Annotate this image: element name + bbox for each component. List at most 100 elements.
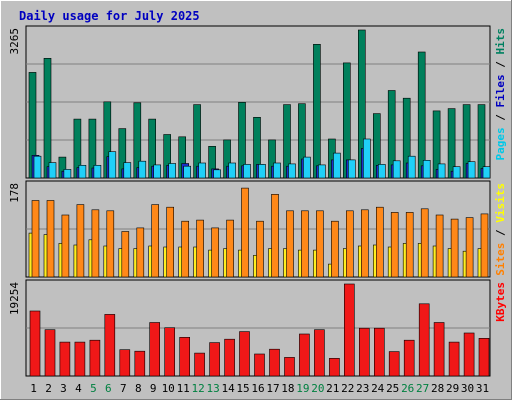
sites-bar <box>256 220 264 278</box>
kbytes-bar <box>29 310 41 377</box>
sites-bar <box>420 208 429 278</box>
x-tick-label: 6 <box>105 382 112 395</box>
x-tick-label: 29 <box>446 382 459 395</box>
kbytes-bar <box>284 357 295 377</box>
pages-bar <box>108 151 117 179</box>
x-tick-label: 25 <box>386 382 399 395</box>
sites-bar <box>211 227 219 278</box>
kbytes-bar <box>209 342 220 377</box>
kbytes-bar <box>314 329 325 377</box>
x-tick-label: 16 <box>251 382 264 395</box>
x-tick-label: 26 <box>401 382 414 395</box>
x-tick-label: 27 <box>416 382 429 395</box>
pages-bar <box>243 164 251 179</box>
kbytes-bar <box>104 314 116 377</box>
x-tick-label: 20 <box>311 382 324 395</box>
kbytes-bar <box>388 351 400 377</box>
sites-bar <box>331 220 339 278</box>
sites-bar <box>31 200 40 278</box>
panel-top: 3265 Pages / Files / Hits <box>8 25 507 179</box>
legend-item-pages: Pages <box>494 127 507 160</box>
pages-bar <box>362 138 371 179</box>
kbytes-bar <box>194 352 205 377</box>
legend-separator: / <box>494 108 507 128</box>
sites-bar <box>450 218 459 278</box>
panel-mid: 178 Sites / Visits <box>8 180 507 278</box>
chart-title: Daily usage for July 2025 <box>19 9 200 23</box>
pages-bar <box>213 169 221 179</box>
kbytes-bar <box>134 350 146 377</box>
kbytes-bar <box>478 337 490 377</box>
pages-bar <box>93 165 102 179</box>
x-tick-label: 7 <box>120 382 127 395</box>
kbytes-bar <box>89 339 101 377</box>
legend-top: Pages / Files / Hits <box>494 28 507 161</box>
x-tick-label: 5 <box>90 382 97 395</box>
sites-bar <box>106 210 115 278</box>
legend-item-kbytes: KBytes <box>494 282 507 322</box>
legend-separator: / <box>494 55 507 75</box>
pages-bar <box>318 164 326 179</box>
pages-bar <box>407 155 416 179</box>
kbytes-bar <box>254 353 265 377</box>
pages-bar <box>48 162 57 179</box>
kbytes-bar <box>119 349 131 377</box>
x-tick-label: 12 <box>191 382 204 395</box>
sites-bar <box>465 217 474 278</box>
pages-bar <box>452 166 461 179</box>
kbytes-bar <box>149 322 160 377</box>
sites-bar <box>136 227 145 278</box>
sites-bar <box>166 206 174 278</box>
x-axis-labels: 1 2 3 4 5 6 7 8 9 10 11 12 13 14 15 16 17 18 19 20 21 22 23 24 2… <box>30 382 489 395</box>
series-hits <box>28 29 486 179</box>
kbytes-bar <box>299 333 310 377</box>
sites-bar <box>121 231 130 278</box>
sites-bar <box>405 212 414 278</box>
x-tick-label: 19 <box>296 382 309 395</box>
kbytes-bar <box>403 339 415 377</box>
panels-group: 3265 Pages / Files / Hits 178 Sites / Visit… <box>8 25 507 377</box>
x-tick-label: 17 <box>266 382 279 395</box>
x-tick-label: 11 <box>177 382 190 395</box>
x-tick-label: 15 <box>236 382 249 395</box>
x-tick-label: 8 <box>135 382 142 395</box>
y-max-label: 178 <box>8 183 21 203</box>
hits-bar <box>313 43 321 179</box>
pages-bar <box>377 164 386 179</box>
pages-bar <box>63 169 72 179</box>
x-tick-label: 24 <box>371 382 385 395</box>
sites-bar <box>271 194 279 278</box>
sites-bar <box>435 214 444 278</box>
x-tick-label: 4 <box>75 382 82 395</box>
kbytes-bar <box>433 322 445 377</box>
pages-bar <box>482 166 491 179</box>
sites-bar <box>480 213 489 278</box>
series-sites <box>31 187 489 278</box>
legend-separator: / <box>494 223 507 243</box>
x-tick-label: 13 <box>206 382 219 395</box>
pages-bar <box>303 156 311 179</box>
kbytes-bar <box>343 283 355 377</box>
series-pages <box>33 138 491 179</box>
y-max-label: 19254 <box>8 282 21 315</box>
sites-bar <box>151 204 159 278</box>
sites-bar <box>226 219 234 278</box>
x-tick-label: 3 <box>60 382 67 395</box>
panel-bottom: 19254 KBytes <box>8 279 507 377</box>
pages-bar <box>228 162 236 179</box>
kbytes-bar <box>224 338 235 377</box>
x-tick-label: 22 <box>341 382 354 395</box>
pages-bar <box>422 160 431 179</box>
legend-item-visits: Visits <box>494 183 507 223</box>
legend-item-hits: Hits <box>494 28 507 55</box>
kbytes-bar <box>164 327 175 377</box>
kbytes-bar <box>358 327 370 377</box>
series-kbytes <box>29 283 490 377</box>
x-tick-label: 10 <box>162 382 175 395</box>
kbytes-bar <box>44 329 56 377</box>
pages-bar <box>347 159 356 179</box>
kbytes-bar <box>179 336 190 377</box>
kbytes-bar <box>329 357 340 377</box>
kbytes-bar <box>239 331 250 377</box>
x-tick-label: 2 <box>45 382 52 395</box>
